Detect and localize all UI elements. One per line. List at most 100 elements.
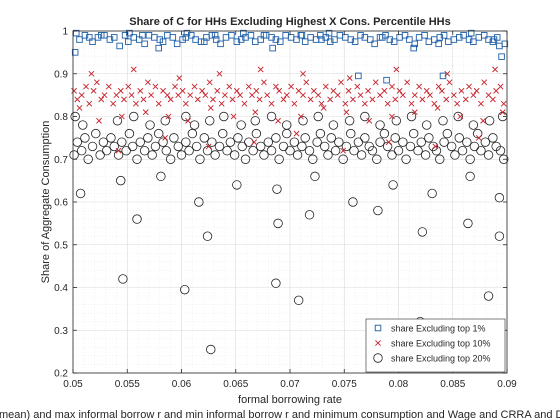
data-point [181, 111, 191, 122]
data-point [176, 75, 183, 81]
data-point [251, 139, 258, 146]
data-point [344, 116, 355, 126]
data-point [399, 92, 406, 99]
data-point [81, 32, 89, 39]
data-point [90, 87, 97, 94]
data-point [385, 139, 392, 146]
data-point [357, 92, 364, 99]
data-point [365, 87, 372, 94]
y-tick-label: 0.3 [54, 326, 68, 337]
data-point [375, 120, 385, 130]
legend-box [365, 318, 506, 373]
data-point [416, 137, 426, 147]
y-tick-label: 0.2 [54, 369, 68, 380]
data-point [263, 137, 274, 147]
data-point [322, 83, 329, 90]
data-point [375, 137, 385, 147]
data-point [369, 96, 376, 103]
data-point [109, 141, 119, 152]
data-point [492, 66, 498, 73]
data-point [132, 214, 142, 224]
data-point [330, 145, 341, 156]
data-point [121, 145, 131, 156]
data-point [293, 295, 304, 306]
data-point [293, 36, 300, 43]
y-tick-label: 0.9 [54, 69, 68, 80]
data-point [195, 154, 205, 164]
data-point [300, 70, 306, 77]
data-point [130, 66, 137, 73]
data-point [125, 83, 132, 90]
data-point [320, 105, 327, 111]
data-point [117, 87, 124, 94]
data-point [127, 141, 138, 152]
data-point [446, 79, 453, 86]
data-point [276, 38, 284, 45]
data-point [237, 36, 245, 43]
data-points [69, 29, 509, 355]
data-point [161, 145, 172, 156]
data-point [367, 145, 378, 156]
data-point [199, 87, 206, 94]
y-axis-label: Share of Aggregate Consumption [40, 121, 52, 284]
data-point [172, 83, 178, 90]
data-point [435, 83, 442, 90]
data-point [389, 113, 395, 120]
data-point [240, 154, 251, 164]
data-point [78, 92, 85, 99]
data-point [360, 133, 370, 143]
data-point [357, 32, 364, 39]
data-point [398, 137, 408, 147]
data-point [356, 150, 367, 160]
data-point [460, 32, 467, 39]
data-point [148, 92, 155, 99]
data-point [260, 32, 268, 39]
series-circle [69, 111, 509, 355]
data-point [372, 79, 379, 86]
data-point [256, 141, 266, 152]
data-point [139, 145, 150, 156]
data-point [388, 180, 398, 190]
data-point [411, 40, 419, 48]
footer-label: mean) and max informal borrow r and min … [0, 409, 560, 420]
data-point [106, 133, 116, 143]
data-point [135, 36, 143, 43]
data-point [419, 96, 426, 103]
data-point [218, 100, 225, 107]
data-point [187, 92, 194, 99]
data-point [346, 75, 353, 81]
data-point [312, 137, 322, 147]
data-point [212, 36, 220, 43]
data-point [124, 128, 135, 139]
data-point [241, 100, 248, 107]
data-point [392, 96, 399, 103]
data-point [156, 171, 166, 182]
data-point [401, 154, 411, 164]
data-point [361, 100, 368, 107]
data-point [443, 96, 450, 103]
ticks: 0.05 0.055 0.06 0.065 0.07 0.075 0.08 0.085 0.09… [54, 27, 517, 391]
data-point [137, 87, 144, 94]
data-point [141, 40, 148, 48]
data-point [183, 29, 191, 37]
x-tick-label: 0.08 [389, 379, 409, 390]
data-point [483, 291, 494, 301]
data-point [391, 116, 402, 126]
data-point [382, 32, 389, 39]
data-point [214, 141, 225, 152]
data-point [496, 42, 503, 50]
data-point [145, 120, 155, 130]
data-point [236, 120, 246, 130]
data-point [431, 145, 442, 156]
data-point [500, 100, 507, 107]
data-point [101, 92, 108, 99]
data-point [457, 145, 468, 156]
data-point [95, 150, 105, 160]
data-point [384, 100, 391, 107]
data-point [340, 147, 347, 154]
data-point [230, 113, 237, 120]
data-point [293, 130, 300, 137]
data-point [457, 113, 464, 120]
data-point [465, 171, 475, 182]
data-point [480, 32, 488, 39]
